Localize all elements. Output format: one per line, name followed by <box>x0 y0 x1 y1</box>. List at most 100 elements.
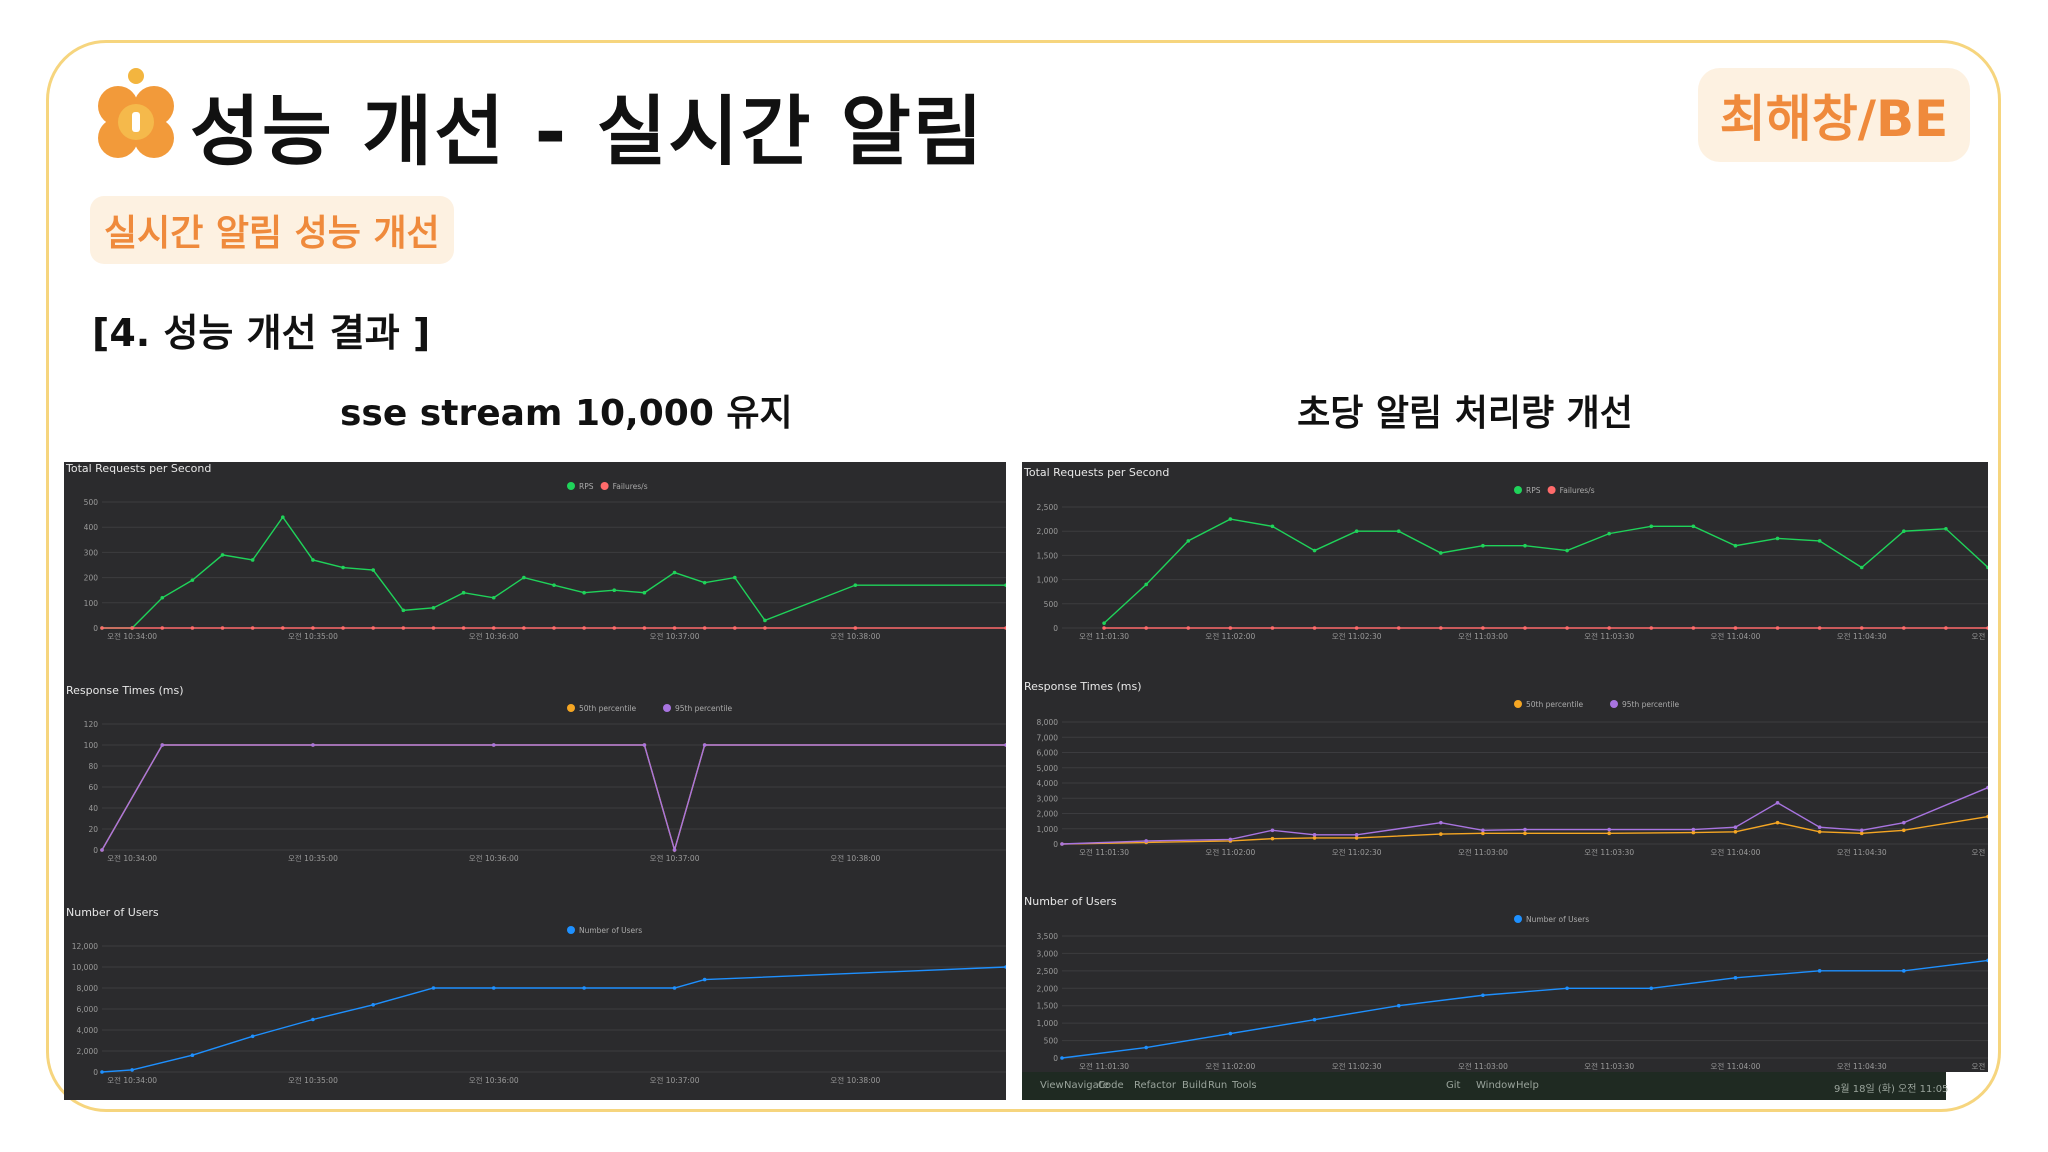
data-point <box>311 743 315 747</box>
series-line <box>1103 518 1988 624</box>
data-point <box>431 606 436 610</box>
y-tick-label: 0 <box>1053 840 1058 849</box>
data-point <box>1312 833 1317 837</box>
data-point <box>1944 626 1948 630</box>
data-point <box>552 626 556 630</box>
data-point <box>100 626 104 630</box>
data-point <box>1902 820 1906 825</box>
x-tick-label: 오전 11:04:30 <box>1837 631 1887 641</box>
x-tick-label: 오전 10:38:00 <box>830 1075 880 1085</box>
data-point <box>1902 626 1906 630</box>
left-caption: sse stream 10,000 유지 <box>340 393 793 434</box>
data-point <box>1775 801 1780 805</box>
data-point <box>763 618 767 623</box>
data-point <box>1481 831 1485 836</box>
y-tick-label: 8,000 <box>1037 718 1059 727</box>
legend-label: RPS <box>579 482 594 491</box>
y-tick-label: 0 <box>93 846 98 855</box>
data-point <box>612 626 617 630</box>
data-point <box>220 626 225 630</box>
data-point <box>491 986 496 990</box>
series-line <box>1061 959 1988 1059</box>
y-tick-label: 40 <box>88 804 98 813</box>
y-tick-label: 2,500 <box>1037 503 1059 512</box>
data-point <box>702 977 707 982</box>
x-tick-label: 오전 10:36:00 <box>469 853 519 863</box>
data-point <box>1228 626 1233 630</box>
y-tick-label: 3,000 <box>1037 949 1059 958</box>
x-tick-label: 오전 11:02:00 <box>1205 1061 1255 1071</box>
y-tick-label: 400 <box>84 523 99 532</box>
data-point <box>1144 582 1148 587</box>
data-point <box>1354 833 1359 837</box>
data-point <box>612 588 617 592</box>
x-tick-label: 오전 10:37:00 <box>650 853 700 863</box>
data-point <box>130 626 134 630</box>
data-point <box>1607 626 1611 630</box>
data-point <box>1481 993 1485 998</box>
chart-title: Response Times (ms) <box>1024 680 1142 693</box>
x-tick-label: 오전 11:01:30 <box>1079 631 1129 641</box>
data-point <box>1102 626 1106 630</box>
data-point <box>311 1017 315 1022</box>
data-point <box>250 1034 255 1039</box>
x-tick-label: 오전 11:04:00 <box>1711 847 1761 857</box>
x-tick-label: 오전 10:36:00 <box>469 631 519 641</box>
y-tick-label: 8,000 <box>77 984 99 993</box>
data-point <box>1859 828 1864 833</box>
taskbar-menu-item[interactable]: Build <box>1182 1080 1208 1091</box>
legend-swatch <box>567 926 575 934</box>
taskbar-menu-item[interactable]: Refactor <box>1134 1080 1176 1091</box>
data-point <box>160 595 165 600</box>
taskbar-menu-item[interactable]: Window <box>1476 1080 1516 1091</box>
data-point <box>220 553 225 557</box>
legend-swatch <box>1514 486 1522 494</box>
data-point <box>1944 526 1948 531</box>
data-point <box>281 626 285 630</box>
data-point <box>1186 626 1191 630</box>
data-point <box>461 590 466 595</box>
data-point <box>733 626 737 630</box>
data-point <box>160 743 165 747</box>
taskbar-menu-item[interactable]: Help <box>1516 1080 1539 1091</box>
data-point <box>642 743 647 747</box>
data-point <box>1859 565 1864 570</box>
data-point <box>1607 831 1611 836</box>
y-tick-label: 1,500 <box>1037 551 1059 560</box>
x-tick-label: 오전 11:01:30 <box>1079 1061 1129 1071</box>
data-point <box>853 626 858 630</box>
data-point <box>672 626 677 630</box>
data-point <box>1986 814 1988 819</box>
data-point <box>190 1053 195 1057</box>
data-point <box>1775 626 1780 630</box>
taskbar-menu-item[interactable]: Tools <box>1232 1080 1257 1091</box>
data-point <box>1004 583 1006 587</box>
y-tick-label: 1,500 <box>1037 1002 1059 1011</box>
taskbar: 9월 18일 (화) 오전 11:05 View Navigate Code Refa… <box>1022 1072 1948 1100</box>
data-point <box>1817 825 1822 830</box>
y-tick-label: 0 <box>1053 1054 1058 1063</box>
data-point <box>1523 831 1527 836</box>
data-point <box>1733 825 1738 830</box>
data-point <box>160 626 165 630</box>
x-tick-label: 오전 10:36:00 <box>469 1075 519 1085</box>
data-point <box>1060 1056 1064 1060</box>
data-point <box>522 626 526 630</box>
y-tick-label: 100 <box>84 599 99 608</box>
x-tick-label: 오전 10:35:00 <box>288 853 338 863</box>
taskbar-menu-item[interactable]: Git <box>1446 1080 1461 1091</box>
legend-label: 50th percentile <box>1526 700 1584 709</box>
legend-swatch <box>1547 486 1556 494</box>
y-tick-label: 2,000 <box>1037 810 1059 819</box>
x-tick-label: 오전 10:34:00 <box>107 1075 157 1085</box>
y-tick-label: 0 <box>93 624 98 633</box>
taskbar-menu-item[interactable]: View <box>1040 1080 1064 1091</box>
x-tick-label: 오전 10:37:00 <box>650 631 700 641</box>
data-point <box>1733 830 1738 834</box>
taskbar-menu-item[interactable]: Code <box>1098 1080 1124 1091</box>
data-point <box>341 626 345 630</box>
taskbar-menu-item[interactable]: Run <box>1208 1080 1228 1091</box>
x-tick-label: 오전 11:0 <box>1971 1061 1988 1071</box>
logo-icon <box>98 68 174 158</box>
taskbar-menu-item[interactable]: Navigate <box>1064 1080 1109 1091</box>
